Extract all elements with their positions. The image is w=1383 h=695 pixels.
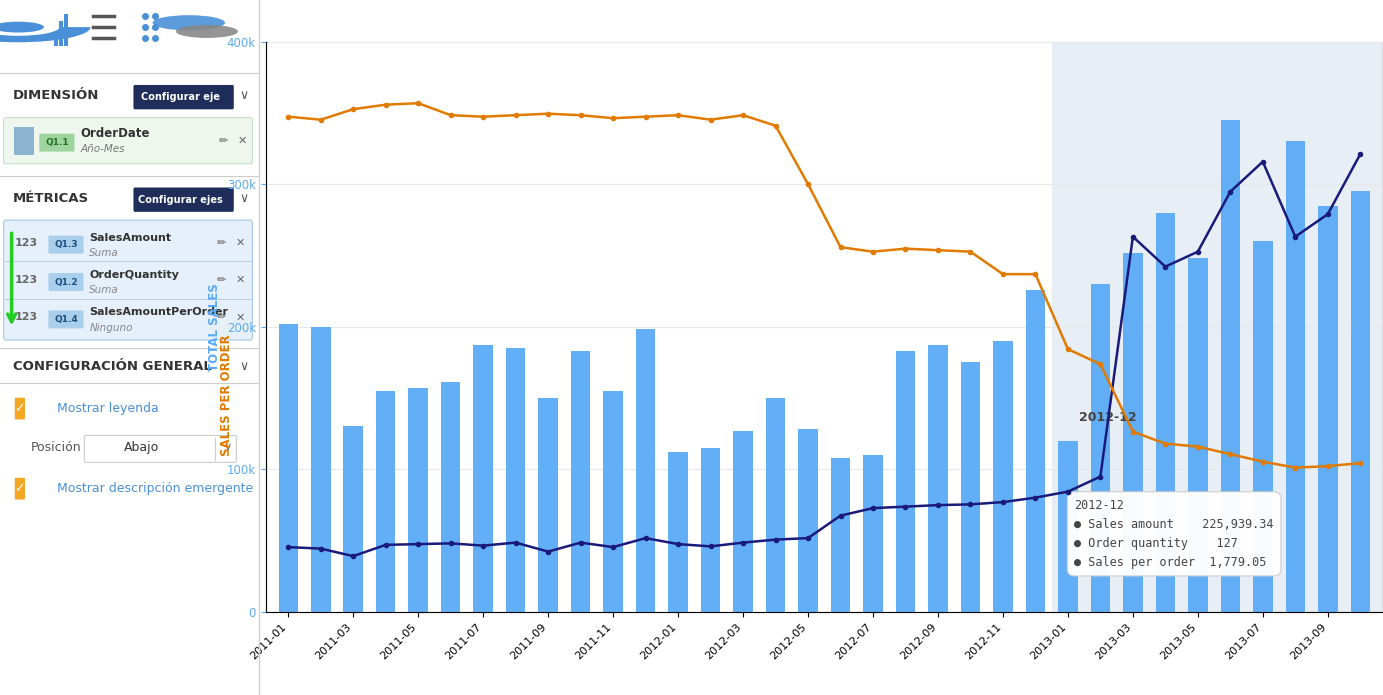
Text: CONFIGURACIÓN GENERAL: CONFIGURACIÓN GENERAL — [12, 361, 212, 373]
Bar — [538, 398, 557, 612]
FancyBboxPatch shape — [4, 220, 253, 340]
Text: ✕: ✕ — [236, 136, 246, 146]
FancyBboxPatch shape — [48, 311, 83, 328]
Bar — [14, 126, 33, 155]
Circle shape — [176, 25, 238, 38]
Bar — [1091, 284, 1111, 612]
Text: 2012-12: 2012-12 — [1079, 411, 1137, 423]
Text: 123: 123 — [14, 313, 37, 322]
Bar — [1026, 290, 1046, 612]
Legend: Sales amount, Order quantity, Sales per order: Sales amount, Order quantity, Sales per … — [626, 694, 1022, 695]
Bar — [1156, 213, 1176, 612]
Wedge shape — [0, 27, 90, 42]
Bar — [701, 448, 721, 612]
Bar — [441, 382, 461, 612]
Text: Mostrar descripción emergente: Mostrar descripción emergente — [57, 482, 253, 495]
Text: OrderDate: OrderDate — [80, 127, 149, 140]
Bar — [831, 458, 851, 612]
Text: ✏: ✏ — [219, 136, 228, 146]
Text: Q1.2: Q1.2 — [54, 277, 77, 286]
Bar — [668, 452, 687, 612]
FancyBboxPatch shape — [84, 436, 236, 462]
Bar — [343, 426, 362, 612]
FancyBboxPatch shape — [48, 236, 83, 254]
Bar — [473, 345, 492, 612]
Bar — [1286, 142, 1306, 612]
Text: 123: 123 — [14, 275, 37, 285]
Bar — [961, 362, 981, 612]
Bar — [311, 327, 331, 612]
Bar — [928, 345, 947, 612]
FancyBboxPatch shape — [48, 273, 83, 291]
Bar — [54, 31, 58, 46]
Text: 123: 123 — [14, 238, 37, 247]
Bar — [603, 391, 622, 612]
Bar — [1123, 252, 1142, 612]
Circle shape — [152, 15, 225, 31]
Text: Posición: Posición — [30, 441, 82, 454]
Text: MÉTRICAS: MÉTRICAS — [12, 192, 89, 205]
Text: OrderQuantity: OrderQuantity — [90, 270, 180, 280]
Bar — [1188, 259, 1207, 612]
Text: Q1.4: Q1.4 — [54, 315, 77, 324]
Text: ✓: ✓ — [15, 482, 25, 495]
Text: ✓: ✓ — [15, 402, 25, 415]
FancyBboxPatch shape — [133, 85, 234, 109]
Bar — [64, 14, 68, 46]
Bar — [896, 351, 916, 612]
Text: Año-Mes: Año-Mes — [80, 144, 124, 154]
Text: Abajo: Abajo — [124, 441, 159, 454]
Text: Ninguno: Ninguno — [90, 322, 133, 333]
Text: ✏: ✏ — [216, 238, 225, 247]
Text: Mostrar leyenda: Mostrar leyenda — [57, 402, 159, 415]
Text: ∨: ∨ — [239, 361, 249, 373]
Text: ✕: ✕ — [236, 275, 245, 285]
Bar — [733, 431, 752, 612]
Text: 2012-12
● Sales amount    225,939.34
● Order quantity    127
● Sales per order  : 2012-12 ● Sales amount 225,939.34 ● Orde… — [1075, 499, 1274, 569]
Bar — [376, 391, 396, 612]
Bar — [506, 348, 526, 612]
Text: SALES PER ORDER: SALES PER ORDER — [220, 334, 234, 456]
Bar — [1051, 42, 1383, 612]
Bar — [58, 22, 62, 46]
Text: ✕: ✕ — [236, 238, 245, 247]
Circle shape — [0, 22, 44, 33]
Bar — [798, 430, 817, 612]
Text: Configurar eje: Configurar eje — [141, 92, 220, 102]
Text: ∨: ∨ — [239, 192, 249, 205]
Text: ∨: ∨ — [224, 442, 231, 452]
Bar — [993, 341, 1012, 612]
FancyBboxPatch shape — [15, 477, 25, 500]
Text: SalesAmount: SalesAmount — [90, 233, 171, 243]
Text: Suma: Suma — [90, 248, 119, 258]
Bar — [278, 324, 297, 612]
Text: SalesAmountPerOrder: SalesAmountPerOrder — [90, 307, 228, 318]
Y-axis label: TOTAL SALES: TOTAL SALES — [207, 283, 221, 370]
Bar — [636, 329, 656, 612]
Bar — [1058, 441, 1077, 612]
Bar — [1351, 191, 1371, 612]
Text: DIMENSIÓN: DIMENSIÓN — [12, 90, 100, 102]
Text: ✕: ✕ — [236, 313, 245, 322]
FancyBboxPatch shape — [4, 117, 253, 164]
Text: Suma: Suma — [90, 286, 119, 295]
Text: Configurar ejes: Configurar ejes — [138, 195, 223, 204]
Text: Q1.3: Q1.3 — [54, 240, 77, 249]
Bar — [863, 455, 882, 612]
Bar — [408, 388, 427, 612]
Bar — [1221, 120, 1241, 612]
Text: ∨: ∨ — [239, 90, 249, 102]
FancyBboxPatch shape — [133, 188, 234, 212]
Text: ✏: ✏ — [216, 313, 225, 322]
Bar — [571, 351, 591, 612]
Bar — [1318, 206, 1337, 612]
Bar — [766, 398, 786, 612]
Text: Q1.1: Q1.1 — [46, 138, 69, 147]
Text: ✏: ✏ — [216, 275, 225, 285]
FancyBboxPatch shape — [39, 133, 75, 152]
Bar — [1253, 241, 1272, 612]
FancyBboxPatch shape — [15, 398, 25, 420]
